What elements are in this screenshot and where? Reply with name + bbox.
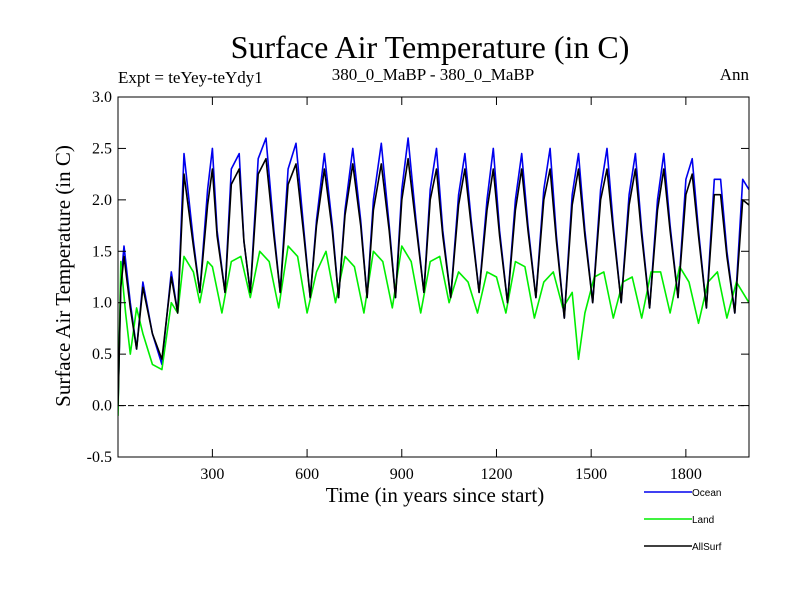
y-tick-label: 2.0 (92, 192, 112, 209)
y-tick-label: 3.0 (92, 89, 112, 106)
chart-title: Surface Air Temperature (in C) (231, 29, 630, 65)
season-label: Ann (720, 65, 750, 84)
y-tick-label: 2.5 (92, 140, 112, 157)
plot-area (117, 96, 750, 458)
x-axis: 300 600 900 1200 1500 1800 (200, 97, 702, 483)
y-tick-label: 1.0 (92, 295, 112, 312)
legend-label-land: Land (692, 515, 714, 526)
y-tick-label: 0.0 (92, 398, 112, 415)
y-tick-label: -0.5 (87, 449, 112, 466)
period-label: 380_0_MaBP - 380_0_MaBP (332, 65, 534, 84)
legend-label-allsurf: AllSurf (692, 542, 722, 553)
series-line-allsurf (118, 157, 749, 406)
y-axis-title: Surface Air Temperature (in C) (51, 145, 75, 407)
experiment-label: Expt = teYey-teYdy1 (118, 68, 263, 87)
x-tick-label: 300 (200, 466, 224, 483)
y-axis: -0.5 0.0 0.5 1.0 1.5 2.0 2.5 3.0 (87, 89, 749, 466)
y-tick-label: 0.5 (92, 346, 112, 363)
x-tick-label: 1800 (670, 466, 702, 483)
series-line-land (118, 245, 749, 416)
legend: Ocean Land AllSurf (644, 488, 722, 553)
x-axis-title: Time (in years since start) (326, 483, 545, 507)
x-tick-label: 1500 (575, 466, 607, 483)
x-tick-label: 900 (390, 466, 414, 483)
legend-label-ocean: Ocean (692, 488, 721, 499)
y-tick-label: 1.5 (92, 243, 112, 260)
x-tick-label: 1200 (480, 466, 512, 483)
x-tick-label: 600 (295, 466, 319, 483)
plot-frame (117, 96, 750, 458)
